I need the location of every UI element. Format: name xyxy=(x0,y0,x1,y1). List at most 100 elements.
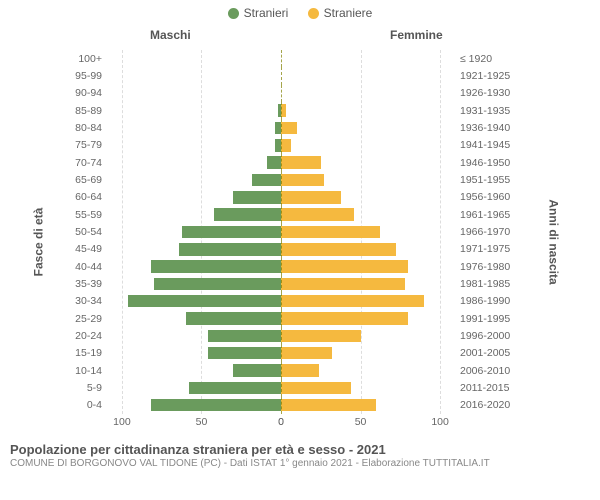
birth-year-tick: 1946-1950 xyxy=(456,157,520,169)
age-tick: 0-4 xyxy=(60,399,106,411)
bar-male xyxy=(128,295,281,307)
bar-female xyxy=(281,226,380,238)
bar-zone xyxy=(106,362,456,379)
bar-zone xyxy=(106,189,456,206)
pyramid-row: 5-92011-2015 xyxy=(60,379,520,396)
bar-female xyxy=(281,278,405,290)
center-axis-line xyxy=(281,206,282,223)
pyramid-row: 50-541966-1970 xyxy=(60,223,520,240)
age-tick: 80-84 xyxy=(60,122,106,134)
y-axis-label-left: Fasce di età xyxy=(31,208,45,277)
bar-zone xyxy=(106,275,456,292)
bar-female xyxy=(281,260,408,272)
bar-male xyxy=(233,364,281,376)
bar-zone xyxy=(106,258,456,275)
footer-subtitle: COMUNE DI BORGONOVO VAL TIDONE (PC) - Da… xyxy=(10,458,590,469)
header-male: Maschi xyxy=(150,28,191,42)
pyramid-row: 55-59 1961-1965 xyxy=(60,206,520,223)
pyramid-row: 90-941926-1930 xyxy=(60,85,520,102)
center-axis-line xyxy=(281,67,282,84)
legend-item-male: Stranieri xyxy=(228,6,289,20)
bar-zone xyxy=(106,379,456,396)
pyramid-row: 60-64 1956-1960 xyxy=(60,189,520,206)
bar-female xyxy=(281,330,361,342)
y-axis-label-right: Anni di nascita xyxy=(546,199,560,284)
legend-swatch-female xyxy=(308,8,319,19)
bar-zone xyxy=(106,241,456,258)
bar-zone xyxy=(106,206,456,223)
bar-male xyxy=(208,330,281,342)
bar-female xyxy=(281,208,354,220)
bar-male xyxy=(151,399,281,411)
bar-zone xyxy=(106,345,456,362)
pyramid-row: 70-74 1946-1950 xyxy=(60,154,520,171)
age-tick: 55-59 xyxy=(60,209,106,221)
age-tick: 85-89 xyxy=(60,105,106,117)
age-tick: 45-49 xyxy=(60,243,106,255)
bar-male xyxy=(214,208,281,220)
pyramid-row: 75-791941-1945 xyxy=(60,137,520,154)
legend-item-female: Straniere xyxy=(308,6,373,20)
pyramid-row: 85-891931-1935 xyxy=(60,102,520,119)
pyramid-row: 35-391981-1985 xyxy=(60,275,520,292)
bar-male xyxy=(208,347,281,359)
column-headers: Maschi Femmine xyxy=(0,28,600,46)
center-axis-line xyxy=(281,223,282,240)
birth-year-tick: 1961-1965 xyxy=(456,209,520,221)
birth-year-tick: ≤ 1920 xyxy=(456,53,520,65)
birth-year-tick: 1956-1960 xyxy=(456,191,520,203)
bar-male xyxy=(151,260,281,272)
pyramid-row: 30-34 1986-1990 xyxy=(60,293,520,310)
center-axis-line xyxy=(281,171,282,188)
bar-female xyxy=(281,312,408,324)
pyramid-row: 25-291991-1995 xyxy=(60,310,520,327)
age-tick: 15-19 xyxy=(60,347,106,359)
bar-female xyxy=(281,347,332,359)
bar-female xyxy=(281,174,324,186)
center-axis-line xyxy=(281,345,282,362)
age-tick: 70-74 xyxy=(60,157,106,169)
bar-female xyxy=(281,122,297,134)
center-axis-line xyxy=(281,275,282,292)
center-axis-line xyxy=(281,258,282,275)
center-axis-line xyxy=(281,137,282,154)
bar-male xyxy=(233,191,281,203)
bar-zone xyxy=(106,154,456,171)
center-axis-line xyxy=(281,379,282,396)
birth-year-tick: 1986-1990 xyxy=(456,295,520,307)
pyramid-row: 15-192001-2005 xyxy=(60,345,520,362)
birth-year-tick: 1996-2000 xyxy=(456,330,520,342)
bar-zone xyxy=(106,327,456,344)
center-axis-line xyxy=(281,362,282,379)
footer-title: Popolazione per cittadinanza straniera p… xyxy=(10,442,590,457)
birth-year-tick: 1971-1975 xyxy=(456,243,520,255)
age-tick: 35-39 xyxy=(60,278,106,290)
bar-male xyxy=(179,243,281,255)
x-tick: 100 xyxy=(431,416,449,428)
bar-zone xyxy=(106,50,456,67)
x-tick: 0 xyxy=(278,416,284,428)
age-tick: 60-64 xyxy=(60,191,106,203)
age-tick: 40-44 xyxy=(60,261,106,273)
pyramid-row: 80-841936-1940 xyxy=(60,119,520,136)
age-tick: 30-34 xyxy=(60,295,106,307)
population-pyramid-chart: Stranieri Straniere Maschi Femmine Fasce… xyxy=(0,0,600,500)
bar-zone xyxy=(106,137,456,154)
legend-label-male: Stranieri xyxy=(244,6,289,20)
bar-female xyxy=(281,156,321,168)
center-axis-line xyxy=(281,397,282,414)
age-tick: 75-79 xyxy=(60,139,106,151)
center-axis-line xyxy=(281,327,282,344)
age-tick: 10-14 xyxy=(60,365,106,377)
center-axis-line xyxy=(281,50,282,67)
bar-zone xyxy=(106,223,456,240)
age-tick: 20-24 xyxy=(60,330,106,342)
age-tick: 90-94 xyxy=(60,87,106,99)
bar-male xyxy=(182,226,281,238)
bar-zone xyxy=(106,119,456,136)
birth-year-tick: 2011-2015 xyxy=(456,382,520,394)
bars-container: 100+≤ 192095-991921-192590-941926-193085… xyxy=(60,50,520,414)
pyramid-row: 100+≤ 1920 xyxy=(60,50,520,67)
birth-year-tick: 2006-2010 xyxy=(456,365,520,377)
bar-female xyxy=(281,295,424,307)
